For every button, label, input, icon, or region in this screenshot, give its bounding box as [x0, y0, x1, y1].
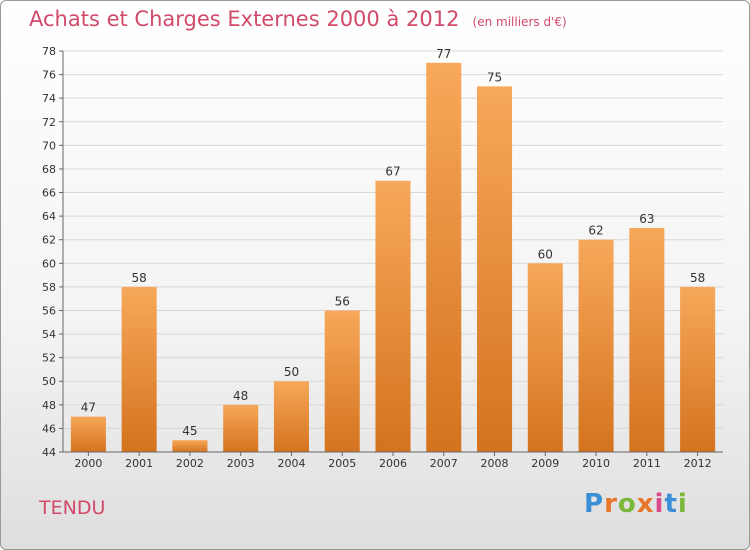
x-tick-label-2000: 2000 [74, 457, 102, 470]
y-tick-label: 44 [42, 446, 56, 459]
bar-2009 [527, 263, 563, 452]
bars [70, 62, 716, 452]
y-tick-label: 62 [42, 234, 56, 247]
y-tick-label: 60 [42, 257, 56, 270]
bar-2001 [121, 286, 157, 452]
x-tick-label-2003: 2003 [227, 457, 255, 470]
y-tick-label: 78 [42, 45, 56, 58]
data-label-2011: 63 [639, 212, 654, 226]
y-tick-label: 68 [42, 163, 56, 176]
bar-2011 [629, 227, 665, 452]
y-tick-label: 48 [42, 399, 56, 412]
data-label-2002: 45 [182, 424, 197, 438]
data-label-2010: 62 [588, 224, 603, 238]
x-tick-label-2005: 2005 [328, 457, 356, 470]
x-tick-label-2010: 2010 [582, 457, 610, 470]
bar-2005 [324, 310, 360, 452]
data-label-2004: 50 [284, 365, 299, 379]
y-tick-label: 52 [42, 352, 56, 365]
bar-2010 [578, 239, 614, 452]
bar-2002 [172, 440, 208, 452]
y-tick-label: 70 [42, 139, 56, 152]
y-tick-label: 72 [42, 116, 56, 129]
logo-letter: i [677, 489, 688, 519]
chart-title-main: Achats et Charges Externes 2000 à 2012 [29, 7, 460, 31]
logo-letter: i [654, 489, 665, 519]
data-label-2000: 47 [81, 401, 96, 415]
axes: 44 46 48 50 52 54 56 58 60 62 64 66 68 70 72 74 76 78 2000… [42, 45, 723, 470]
logo-letter: t [664, 489, 678, 519]
y-tick-label: 76 [42, 69, 56, 82]
x-tick-label-2011: 2011 [633, 457, 661, 470]
logo-letter: o [617, 489, 637, 519]
place-name: TENDU [39, 497, 106, 519]
data-label-2009: 60 [538, 247, 553, 261]
data-label-2006: 67 [385, 165, 400, 179]
bar-2006 [375, 180, 411, 452]
proxiti-logo: Proxiti [584, 489, 688, 519]
x-tick-label-2002: 2002 [176, 457, 204, 470]
data-label-2007: 77 [436, 47, 451, 61]
data-label-2001: 58 [132, 271, 147, 285]
bar-2004 [273, 381, 309, 452]
labels: 47 58 45 48 50 56 67 77 75 60 62 63 58 [81, 47, 706, 438]
y-tick-label: 74 [42, 92, 56, 105]
y-tick-label: 46 [42, 422, 56, 435]
data-label-2008: 75 [487, 70, 502, 84]
x-tick-label-2001: 2001 [125, 457, 153, 470]
data-label-2012: 58 [690, 271, 705, 285]
y-tick-label: 64 [42, 210, 56, 223]
x-tick-label-2008: 2008 [481, 457, 509, 470]
data-label-2003: 48 [233, 389, 248, 403]
y-tick-label: 54 [42, 328, 56, 341]
logo-letter: r [604, 489, 618, 519]
bar-2000 [70, 416, 106, 452]
y-tick-label: 56 [42, 304, 56, 317]
chart-title: Achats et Charges Externes 2000 à 2012 (… [29, 7, 567, 31]
x-tick-label-2004: 2004 [277, 457, 305, 470]
logo-letter: x [636, 489, 655, 519]
x-tick-label-2012: 2012 [684, 457, 712, 470]
x-tick-label-2006: 2006 [379, 457, 407, 470]
chart-title-unit: (en milliers d'€) [472, 15, 567, 29]
logo-letter: P [584, 489, 605, 519]
x-tick-label-2009: 2009 [531, 457, 559, 470]
bar-2012 [680, 286, 716, 452]
y-tick-label: 66 [42, 187, 56, 200]
y-tick-label: 50 [42, 375, 56, 388]
bar-2008 [477, 86, 513, 452]
bar-2003 [223, 404, 259, 452]
y-tick-label: 58 [42, 281, 56, 294]
x-tick-label-2007: 2007 [430, 457, 458, 470]
bar-2007 [426, 62, 462, 452]
data-label-2005: 56 [335, 294, 350, 308]
